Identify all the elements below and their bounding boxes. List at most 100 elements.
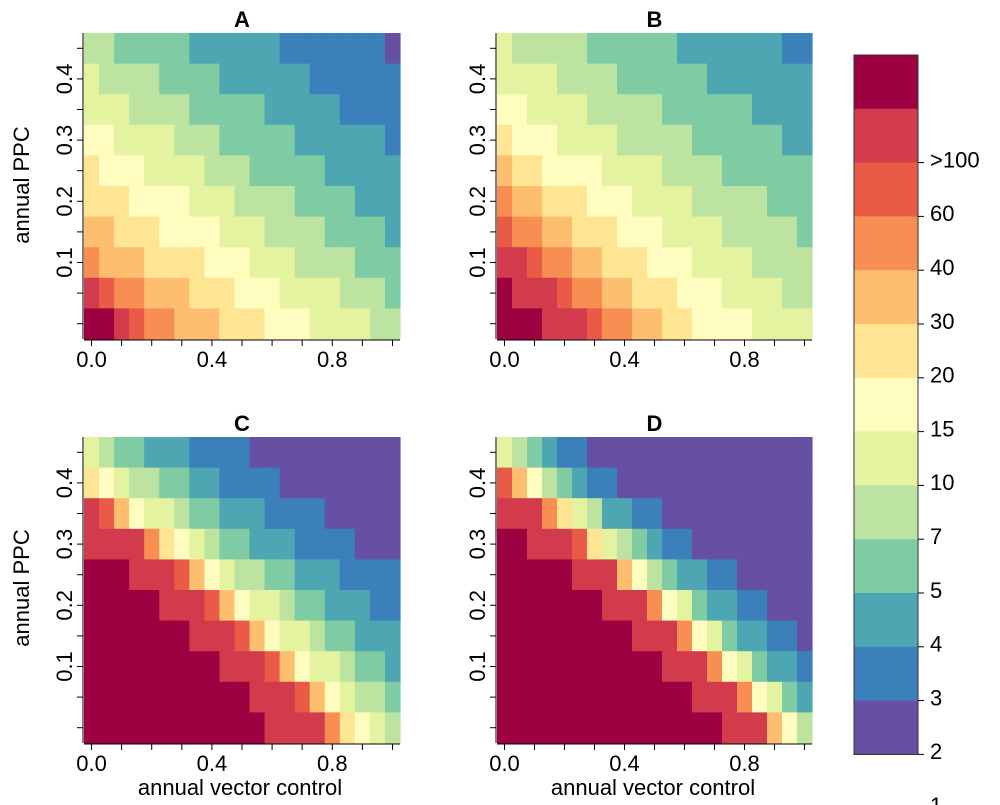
heatmap-cell — [84, 63, 100, 95]
heatmap-cell — [632, 216, 648, 248]
heatmap-cell — [339, 155, 356, 187]
colorbar-label: 10 — [930, 470, 954, 495]
heatmap-cell — [572, 155, 588, 187]
heatmap-cell — [677, 437, 693, 469]
heatmap-cell — [707, 590, 723, 622]
heatmap-cell — [309, 94, 326, 126]
panel-title: B — [647, 7, 663, 32]
heatmap-cell — [557, 94, 573, 126]
heatmap-cell — [752, 308, 768, 340]
heatmap-cell — [542, 247, 558, 279]
heatmap-cell — [129, 277, 145, 309]
heatmap-cell — [797, 528, 813, 560]
heatmap-cell — [527, 277, 543, 309]
heatmap-cell — [722, 216, 738, 248]
heatmap-cell — [264, 528, 281, 560]
heatmap-cell — [557, 498, 573, 530]
heatmap-cell — [782, 155, 798, 187]
heatmap-cell — [234, 559, 251, 591]
heatmap-cell — [99, 437, 115, 469]
heatmap-cell — [174, 620, 190, 652]
panel-title: D — [647, 411, 663, 436]
heatmap-cell — [114, 186, 130, 218]
heatmap-cell — [249, 620, 266, 652]
heatmap-cell — [692, 651, 708, 683]
heatmap-cell — [339, 216, 356, 248]
heatmap-cell — [99, 590, 115, 622]
heatmap-cell — [572, 247, 588, 279]
heatmap-cell — [129, 437, 145, 469]
heatmap-cell — [662, 467, 678, 499]
heatmap-cell — [174, 712, 190, 744]
heatmap-cell — [782, 681, 798, 713]
heatmap-cell — [159, 308, 175, 340]
heatmap-cell — [767, 155, 783, 187]
x-tick-label: 0.4 — [609, 347, 640, 372]
heatmap-cell — [617, 559, 633, 591]
heatmap-cell — [354, 216, 371, 248]
heatmap-cell — [707, 712, 723, 744]
x-tick-label: 0.0 — [489, 751, 520, 776]
heatmap-cell — [129, 63, 145, 95]
heatmap-cell — [737, 63, 753, 95]
heatmap-cell — [692, 559, 708, 591]
heatmap-cell — [752, 467, 768, 499]
heatmap-cell — [234, 216, 251, 248]
heatmap-cell — [572, 620, 588, 652]
x-axis-label-bottom-right: annual vector control — [551, 775, 755, 800]
heatmap-cell — [527, 712, 543, 744]
heatmap-cell — [294, 186, 311, 218]
heatmap-cell — [782, 651, 798, 683]
heatmap-cell — [737, 498, 753, 530]
heatmap-cell — [309, 124, 326, 156]
heatmap-cell — [587, 712, 603, 744]
heatmap-cell — [602, 498, 618, 530]
heatmap-cell — [384, 216, 401, 248]
heatmap-cell — [662, 94, 678, 126]
heatmap-cell — [677, 277, 693, 309]
heatmap-cell — [384, 712, 401, 744]
heatmap-cell — [129, 590, 145, 622]
heatmap-cell — [677, 620, 693, 652]
heatmap-cell — [527, 681, 543, 713]
heatmap-cell — [219, 559, 236, 591]
heatmap-cell — [797, 124, 813, 156]
heatmap-cell — [204, 437, 221, 469]
heatmap-cell — [587, 216, 603, 248]
heatmap-cell — [782, 277, 798, 309]
heatmap-cell — [497, 308, 513, 340]
heatmap-cell — [264, 467, 281, 499]
heatmap-cell — [767, 216, 783, 248]
heatmap-cell — [677, 124, 693, 156]
heatmap-cell — [369, 681, 386, 713]
heatmap-cell — [294, 247, 311, 279]
y-tick-label: 0.1 — [465, 247, 490, 278]
heatmap-cell — [677, 559, 693, 591]
heatmap-cell — [692, 124, 708, 156]
heatmap-cell — [542, 124, 558, 156]
heatmap-cell — [782, 528, 798, 560]
heatmap-cell — [219, 247, 236, 279]
heatmap-cell — [617, 94, 633, 126]
heatmap-cell — [767, 124, 783, 156]
panel-c: C 0.0 0.4 0.8 0.1 0.2 0.3 0.4 — [52, 411, 401, 776]
heatmap-cell — [692, 33, 708, 65]
heatmap-cell — [279, 63, 296, 95]
heatmap-cell — [294, 277, 311, 309]
heatmap-cell — [219, 437, 236, 469]
heatmap-cell — [354, 63, 371, 95]
heatmap-cell — [662, 186, 678, 218]
heatmap-cell — [527, 528, 543, 560]
heatmap-cell — [279, 124, 296, 156]
heatmap-cell — [219, 94, 236, 126]
heatmap-cell — [722, 590, 738, 622]
heatmap-cell — [264, 620, 281, 652]
heatmap-cell — [354, 155, 371, 187]
heatmap-cell — [752, 651, 768, 683]
heatmap-cell — [677, 590, 693, 622]
heatmap-cell — [324, 155, 341, 187]
heatmap-cell — [647, 63, 663, 95]
heatmap-cell — [204, 467, 221, 499]
heatmap-cell — [234, 437, 251, 469]
